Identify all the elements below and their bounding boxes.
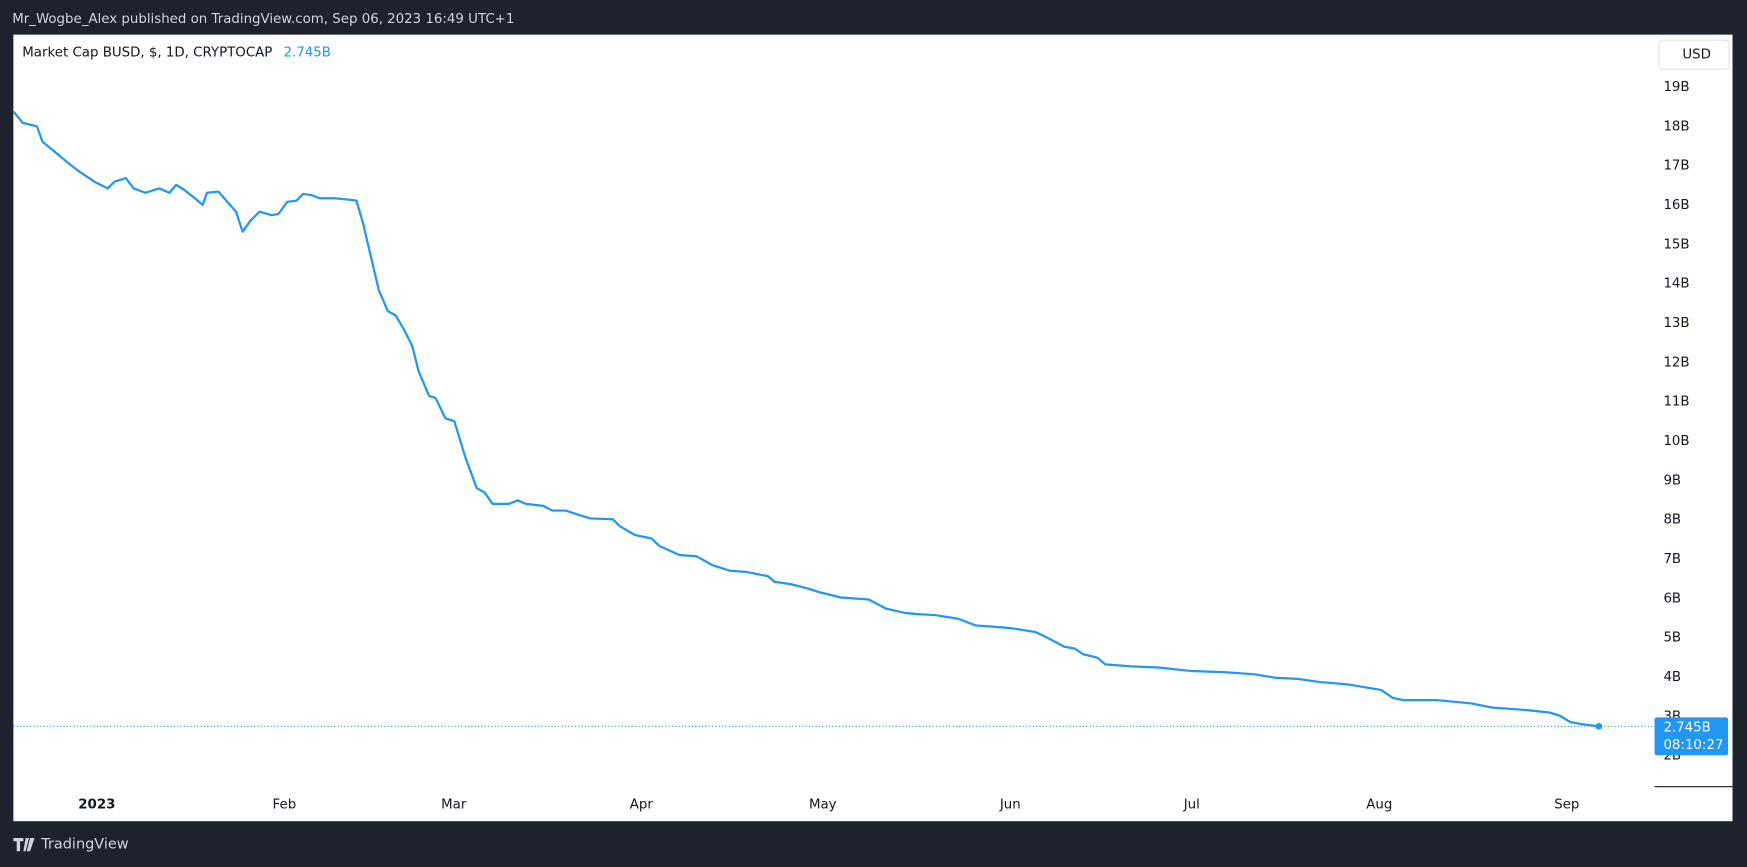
x-tick-label: Apr <box>630 798 654 813</box>
chart-pane <box>13 34 1733 822</box>
y-tick-label: 19B <box>1663 80 1689 95</box>
y-tick-label: 6B <box>1663 591 1681 606</box>
y-tick-label: 12B <box>1663 355 1689 370</box>
y-tick-label: 9B <box>1663 473 1681 488</box>
y-tick-label: 16B <box>1663 198 1689 213</box>
header-last-value: 2.745B <box>283 45 330 60</box>
footer-brand: TradingView <box>40 837 129 853</box>
y-tick-label: 13B <box>1663 316 1689 331</box>
y-tick-label: 7B <box>1663 552 1681 567</box>
last-point <box>1595 722 1603 730</box>
y-tick-label: 17B <box>1663 159 1689 174</box>
x-tick-label: 2023 <box>78 798 115 813</box>
x-tick-label: Jul <box>1183 798 1200 813</box>
x-tick-label: May <box>809 798 837 813</box>
series-line <box>12 110 1600 728</box>
currency-button[interactable] <box>1658 39 1730 70</box>
price-tag <box>1654 717 1729 756</box>
publisher-line: Mr_Wogbe_Alex published on TradingView.c… <box>12 12 514 27</box>
currency-label[interactable]: USD <box>1682 48 1711 63</box>
price-tag-value: 2.745B <box>1663 720 1710 735</box>
y-tick-label: 15B <box>1663 237 1689 252</box>
y-tick-label: 18B <box>1663 119 1689 134</box>
x-tick-label: Jun <box>999 798 1021 813</box>
price-tag-countdown: 08:10:27 <box>1663 738 1723 753</box>
x-tick-label: Aug <box>1366 798 1392 813</box>
y-tick-label: 4B <box>1663 670 1681 685</box>
y-tick-label: 14B <box>1663 277 1689 292</box>
y-tick-label: 8B <box>1663 513 1681 528</box>
plot <box>12 110 1655 728</box>
x-tick-label: Mar <box>441 798 467 813</box>
y-tick-label: 5B <box>1663 631 1681 646</box>
series-title: Market Cap BUSD, $, 1D, CRYPTOCAP <box>22 45 272 60</box>
y-tick-label: 10B <box>1663 434 1689 449</box>
x-tick-label: Feb <box>273 798 297 813</box>
y-tick-label: 11B <box>1663 395 1689 410</box>
x-tick-label: Sep <box>1554 798 1579 813</box>
